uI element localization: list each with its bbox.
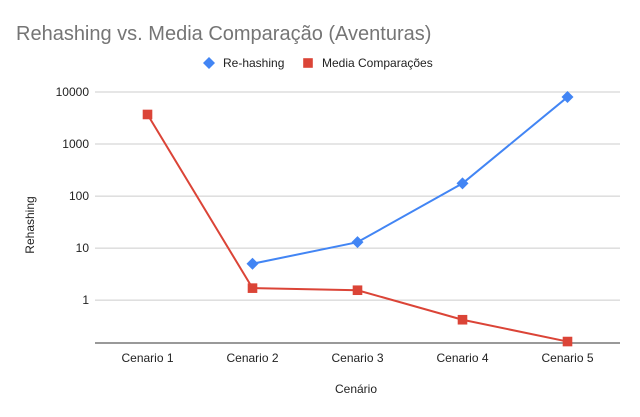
x-tick-label: Cenario 1 — [121, 351, 173, 365]
x-tick-label: Cenario 4 — [436, 351, 488, 365]
legend-item-re-hashing: Re-hashing — [203, 56, 284, 70]
series-line-re-hashing — [252, 96, 569, 265]
legend-label: Re-hashing — [223, 56, 284, 70]
x-axis-ticks: Cenario 1 Cenario 2 Cenario 3 Cenario 4 Cena… — [121, 351, 593, 365]
x-axis-title: Cenário — [335, 382, 377, 396]
data-point-re-hashing — [561, 91, 574, 104]
data-point-media-compara-es — [142, 109, 153, 120]
legend-marker-media-compara-es — [303, 58, 313, 68]
legend-item-media-compara-es: Media Comparações — [303, 56, 433, 70]
y-axis-title: Rehashing — [23, 196, 37, 253]
legend-marker-re-hashing — [203, 57, 215, 69]
y-tick-label: 10 — [76, 241, 90, 255]
chart-title: Rehashing vs. Media Comparação (Aventura… — [16, 23, 431, 45]
data-point-re-hashing — [246, 257, 259, 270]
x-tick-label: Cenario 5 — [541, 351, 593, 365]
gridlines — [95, 91, 620, 344]
y-tick-label: 10000 — [56, 85, 90, 99]
data-point-media-compara-es — [247, 283, 258, 293]
x-tick-label: Cenario 2 — [226, 351, 278, 365]
data-point-media-compara-es — [352, 285, 363, 296]
data-point-media-compara-es — [562, 336, 573, 347]
y-tick-label: 100 — [69, 189, 89, 203]
x-tick-label: Cenario 3 — [331, 351, 383, 365]
data-point-media-compara-es — [457, 314, 468, 325]
series-group — [142, 91, 574, 347]
y-axis-ticks: 1 10 100 1000 10000 — [56, 85, 90, 307]
legend: Re-hashing Media Comparações — [203, 56, 433, 70]
data-point-re-hashing — [351, 236, 364, 249]
y-tick-label: 1000 — [62, 137, 89, 151]
data-point-re-hashing — [456, 177, 469, 190]
y-tick-label: 1 — [82, 293, 89, 307]
legend-label: Media Comparações — [322, 56, 433, 70]
